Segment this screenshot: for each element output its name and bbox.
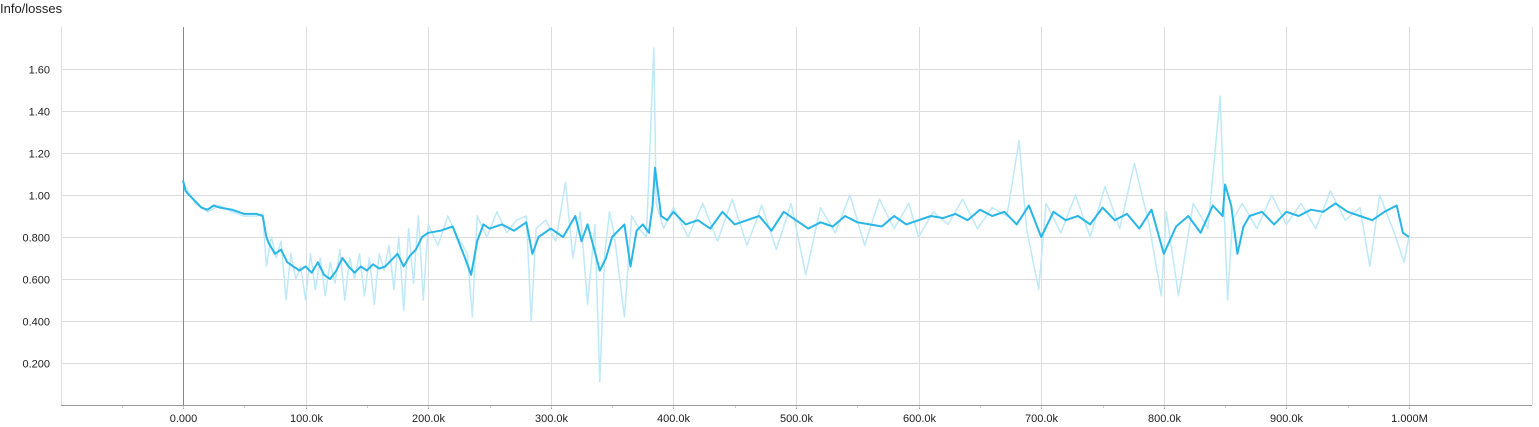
y-tick-label: 1.60 — [29, 65, 50, 77]
x-tick-label: 600.0k — [903, 413, 937, 425]
chart-title: Info/losses — [0, 1, 63, 16]
x-tick-label: 800.0k — [1148, 413, 1182, 425]
y-tick-label: 0.800 — [22, 233, 50, 245]
raw-series — [182, 47, 1410, 383]
y-tick-label: 0.600 — [22, 275, 50, 287]
x-tick-label: 500.0k — [780, 413, 814, 425]
x-tick-label: 1.000M — [1391, 413, 1428, 425]
y-tick-label: 1.00 — [29, 191, 50, 203]
x-tick-label: 400.0k — [657, 413, 691, 425]
x-tick-label: 100.0k — [290, 413, 324, 425]
axes — [61, 27, 1533, 409]
y-tick-label: 1.40 — [29, 107, 50, 119]
smoothed-series — [182, 166, 1410, 280]
x-tick-label: 300.0k — [535, 413, 569, 425]
y-tick-label: 1.20 — [29, 149, 50, 161]
grid — [61, 27, 1532, 405]
y-tick-label: 0.200 — [22, 359, 50, 371]
x-tick-label: 700.0k — [1025, 413, 1059, 425]
raw-series-line — [182, 47, 1410, 383]
tick-labels: 0.200 0.400 0.600 0.800 1.00 1.20 1.40 1.60 0.00… — [22, 65, 1427, 426]
x-tick-label: 0.000 — [170, 413, 198, 425]
smoothed-series-line — [182, 166, 1410, 280]
x-tick-label: 900.0k — [1270, 413, 1304, 425]
y-tick-label: 0.400 — [22, 317, 50, 329]
x-tick-label: 200.0k — [412, 413, 446, 425]
